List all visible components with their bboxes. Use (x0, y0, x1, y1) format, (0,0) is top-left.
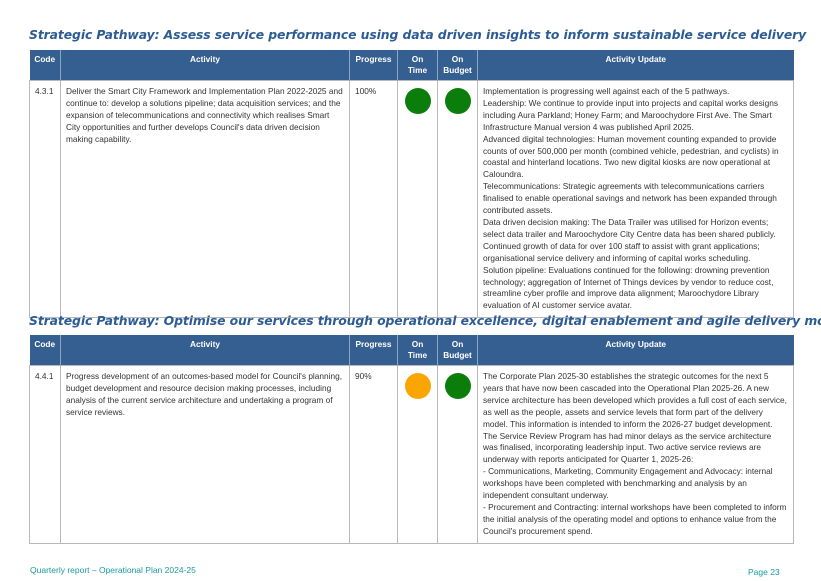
update-cell: The Corporate Plan 2025-30 establishes t… (477, 365, 794, 544)
header-progress: Progress (349, 50, 398, 81)
on-budget-cell (437, 79, 478, 319)
activity-cell: Progress development of an outcomes-base… (60, 365, 350, 544)
update-paragraph: The Corporate Plan 2025-30 establishes t… (483, 371, 787, 429)
section-title-1: Strategic Pathway: Assess service perfor… (29, 27, 807, 42)
table-row: 4.3.1 Deliver the Smart City Framework a… (29, 79, 794, 319)
activity-table-1: Code Activity Progress On Time On Budget… (29, 50, 794, 319)
on-time-cell (397, 79, 438, 319)
status-green-icon (444, 88, 471, 114)
update-paragraph: Data driven decision making: The Data Tr… (483, 216, 776, 263)
header-code: Code (29, 50, 61, 81)
status-green-icon (444, 373, 471, 399)
update-paragraph: Implementation is progressing well again… (483, 86, 730, 96)
update-paragraph: - Communications, Marketing, Community E… (483, 466, 773, 501)
table-header: Code Activity Progress On Time On Budget… (29, 335, 794, 366)
header-activity: Activity (60, 50, 350, 81)
update-paragraph: Solution pipeline: Evaluations continued… (483, 264, 774, 311)
activity-cell: Deliver the Smart City Framework and Imp… (60, 79, 350, 319)
update-paragraph: Leadership: We continue to provide input… (483, 97, 779, 132)
on-budget-cell (437, 365, 478, 544)
table-row: 4.4.1 Progress development of an outcome… (29, 365, 794, 544)
header-update: Activity Update (477, 50, 794, 81)
section-title-2: Strategic Pathway: Optimise our services… (29, 313, 821, 328)
progress-cell: 90% (349, 365, 398, 544)
header-on-budget: On Budget (437, 335, 478, 366)
table-header: Code Activity Progress On Time On Budget… (29, 50, 794, 81)
update-cell: Implementation is progressing well again… (477, 79, 794, 319)
update-paragraph: Telecommunications: Strategic agreements… (483, 181, 777, 216)
header-on-time: On Time (397, 335, 438, 366)
progress-cell: 100% (349, 79, 398, 319)
footer-report-title: Quarterly report – Operational Plan 2024… (30, 565, 196, 575)
activity-table-2: Code Activity Progress On Time On Budget… (29, 335, 794, 544)
header-activity: Activity (60, 335, 350, 366)
header-on-budget: On Budget (437, 50, 478, 81)
page-number: Page 23 (748, 567, 780, 577)
header-code: Code (29, 335, 61, 366)
on-time-cell (397, 365, 438, 544)
status-amber-icon (404, 373, 431, 399)
update-paragraph: Advanced digital technologies: Human mov… (483, 133, 779, 180)
header-on-time: On Time (397, 50, 438, 81)
update-paragraph: The Service Review Program has had minor… (483, 430, 772, 465)
code-cell: 4.4.1 (29, 365, 61, 544)
header-progress: Progress (349, 335, 398, 366)
status-green-icon (404, 88, 431, 114)
header-update: Activity Update (477, 335, 794, 366)
code-cell: 4.3.1 (29, 79, 61, 319)
update-paragraph: - Procurement and Contracting: internal … (483, 501, 787, 536)
